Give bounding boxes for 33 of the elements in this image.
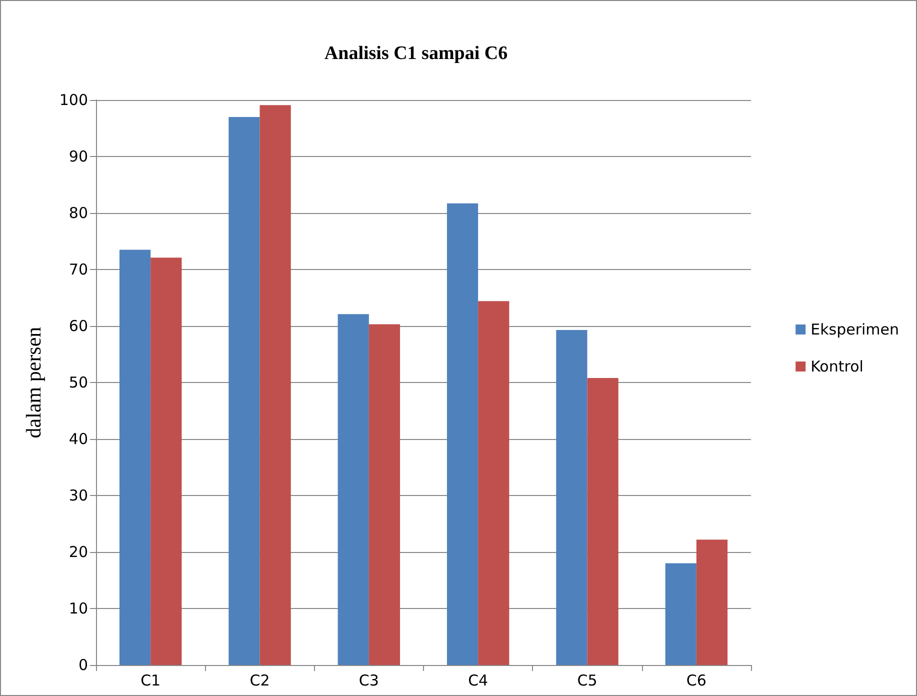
chart-title: Analisis C1 sampai C6	[324, 43, 508, 64]
bar	[587, 378, 618, 665]
bar	[665, 563, 696, 665]
y-tick-label: 40	[68, 430, 88, 448]
bar	[119, 250, 151, 665]
legend-label: Kontrol	[810, 358, 864, 376]
y-tick-label: 70	[68, 260, 88, 278]
x-tick-label: C2	[250, 672, 270, 690]
x-tick-label: C4	[468, 672, 488, 690]
bar	[696, 540, 728, 665]
bar	[446, 203, 478, 665]
x-tick-label: C3	[358, 672, 379, 690]
bar	[368, 324, 400, 665]
y-tick-label: 50	[68, 374, 88, 392]
x-tick-label: C1	[140, 672, 161, 690]
y-tick-label: 80	[68, 204, 88, 222]
y-tick-label: 20	[68, 543, 88, 561]
bar	[556, 330, 588, 665]
y-tick-label: 100	[59, 91, 88, 109]
y-axis-title: dalam persen	[22, 326, 46, 438]
y-tick-label: 0	[78, 656, 88, 674]
bar	[478, 301, 510, 665]
x-tick-label: C6	[686, 672, 706, 690]
y-tick-label: 10	[68, 600, 88, 618]
bar	[228, 116, 260, 665]
bar	[260, 105, 291, 665]
y-tick-label: 90	[68, 148, 88, 166]
y-tick-label: 60	[68, 317, 88, 335]
bar	[338, 314, 369, 665]
x-tick-label: C5	[577, 672, 598, 690]
legend-label: Eksperimen	[810, 320, 900, 338]
y-tick-label: 30	[68, 486, 88, 504]
bar	[150, 258, 182, 665]
